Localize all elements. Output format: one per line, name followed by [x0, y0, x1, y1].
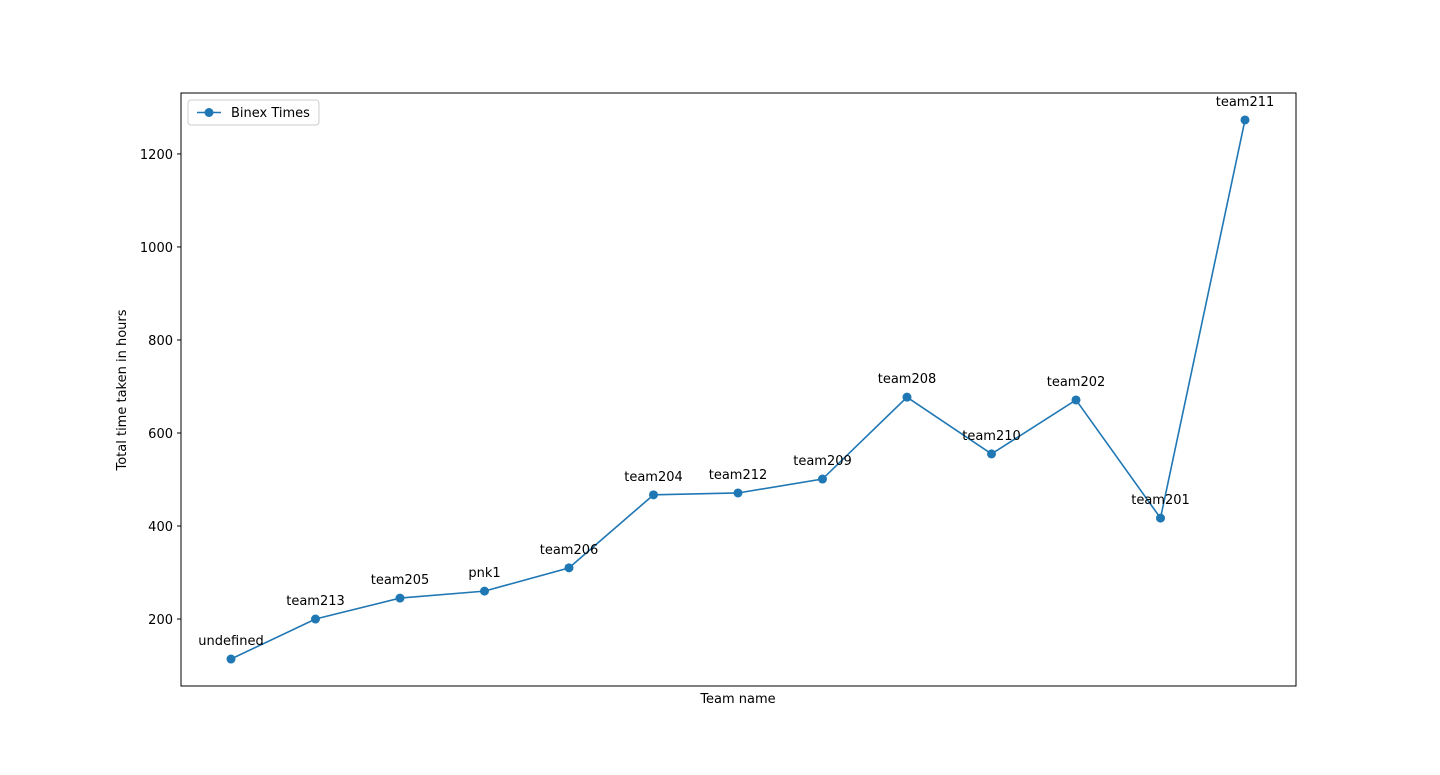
x-axis-label: Team name [699, 692, 775, 707]
point-annotation: pnk1 [468, 566, 500, 581]
data-point [649, 490, 658, 500]
y-tick-label: 600 [148, 427, 173, 442]
y-tick-label: 800 [148, 334, 173, 349]
data-point [1156, 513, 1165, 523]
point-annotation: team213 [286, 594, 345, 609]
point-annotation: team206 [540, 543, 599, 558]
data-point [311, 614, 320, 624]
data-point [902, 392, 912, 402]
legend: Binex Times [187, 99, 320, 126]
data-point [818, 474, 827, 484]
point-annotation: team205 [371, 573, 430, 588]
y-tick-label: 400 [148, 520, 173, 535]
legend-marker [204, 108, 214, 117]
data-point [395, 593, 405, 603]
data-point [226, 654, 236, 664]
y-tick-label: 200 [148, 613, 173, 628]
point-annotation: team202 [1047, 375, 1106, 390]
data-point [1071, 395, 1081, 405]
point-annotation: team201 [1131, 493, 1190, 508]
y-tick-label: 1000 [140, 241, 173, 256]
data-point [987, 449, 996, 459]
data-point [733, 488, 743, 498]
data-point [480, 586, 489, 596]
point-annotation: team210 [962, 429, 1021, 444]
point-annotation: team211 [1216, 95, 1275, 110]
point-annotation: team208 [878, 372, 937, 387]
y-tick-label: 1200 [140, 148, 173, 163]
point-annotation: undefined [198, 634, 263, 649]
point-annotation: team212 [709, 468, 768, 483]
legend-box [187, 99, 320, 126]
data-point [1240, 115, 1250, 125]
legend-label: Binex Times [231, 106, 310, 121]
y-axis-label: Total time taken in hours [115, 309, 130, 471]
plot-frame [180, 92, 1297, 687]
point-annotation: team204 [624, 470, 683, 485]
point-annotation: team209 [793, 454, 852, 469]
data-point [564, 563, 574, 573]
